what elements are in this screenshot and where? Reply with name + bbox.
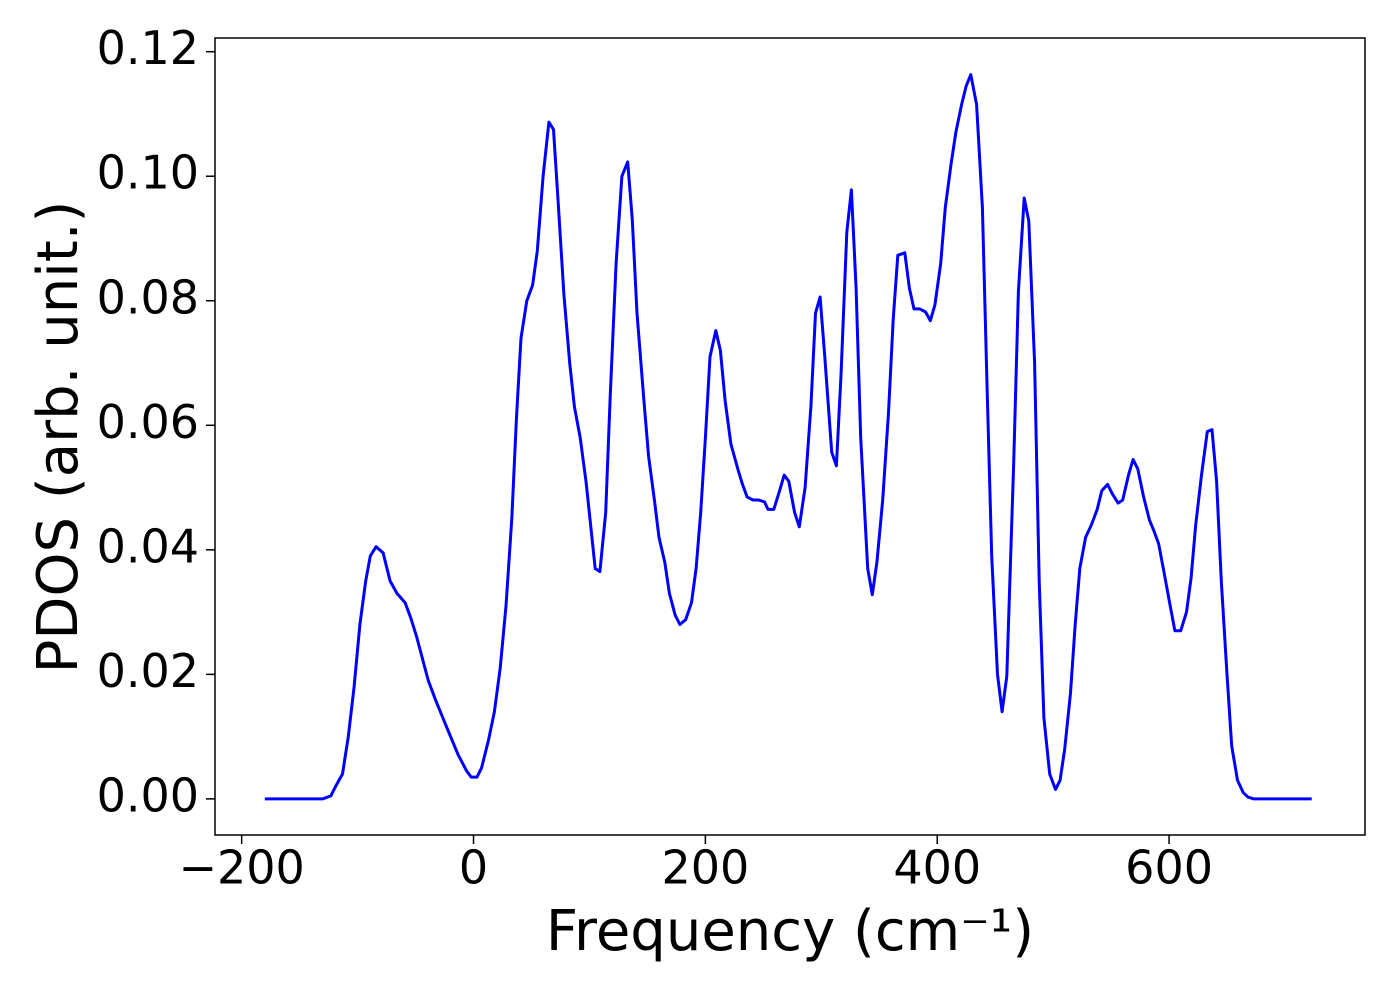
y-tick-label: 0.08 [97,270,199,324]
y-tick-label: 0.04 [97,519,199,573]
x-axis-label: Frequency (cm⁻¹) [546,899,1034,964]
x-tick-label: 0 [459,841,488,895]
y-tick-label: 0.06 [97,395,199,449]
y-tick-label: 0.00 [97,768,199,822]
x-tick-label: 600 [1125,841,1213,895]
y-tick-label: 0.12 [97,21,199,75]
x-tick-label: 200 [661,841,749,895]
x-tick-label: −200 [178,841,304,895]
plot-frame [214,37,1366,836]
y-tick-label: 0.10 [97,146,199,200]
y-axis-label: PDOS (arb. unit.) [26,201,91,674]
line [264,73,1312,801]
y-tick-label: 0.02 [97,644,199,698]
x-tick-label: 400 [893,841,981,895]
